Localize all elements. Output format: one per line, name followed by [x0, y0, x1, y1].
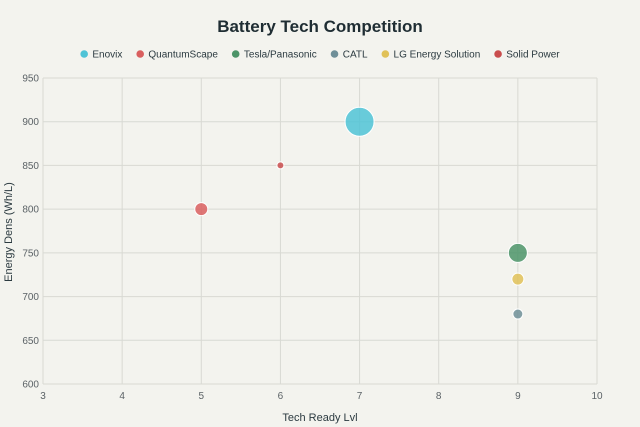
y-axis-label: Energy Dens (Wh/L) — [3, 182, 15, 282]
y-tick-label: 650 — [22, 336, 39, 347]
y-tick-label: 700 — [22, 292, 39, 303]
legend-item[interactable]: Tesla/Panasonic — [231, 50, 317, 61]
data-point[interactable] — [511, 272, 525, 286]
grid — [42, 77, 598, 385]
data-point[interactable] — [512, 308, 524, 320]
legend-label: LG Energy Solution — [394, 50, 481, 61]
legend-label: Solid Power — [506, 50, 560, 61]
data-point[interactable] — [344, 106, 375, 137]
y-tick-label: 600 — [22, 380, 39, 391]
y-tick-label: 950 — [22, 74, 39, 85]
x-tick-label: 9 — [515, 391, 521, 402]
legend-item[interactable]: Enovix — [80, 50, 122, 61]
legend-marker — [381, 50, 390, 58]
legend-item[interactable]: QuantumScape — [136, 50, 218, 61]
x-tick-label: 5 — [199, 391, 205, 402]
legend-label: CATL — [343, 50, 368, 61]
legend-marker — [231, 50, 240, 58]
legend-label: QuantumScape — [148, 50, 218, 61]
legend: Enovix QuantumScape Tesla/Panasonic CATL LG … — [80, 50, 560, 61]
legend-item[interactable]: Solid Power — [494, 50, 560, 61]
y-tick-label: 900 — [22, 117, 39, 128]
axis-ticks: 3 4 5 6 7 8 9 10 600 650 700 750 800 850 900 950 — [22, 74, 603, 403]
x-tick-label: 7 — [357, 391, 363, 402]
data-point[interactable] — [507, 242, 528, 263]
y-tick-label: 750 — [22, 248, 39, 259]
legend-label: Tesla/Panasonic — [244, 50, 317, 61]
y-tick-label: 850 — [22, 161, 39, 172]
legend-label: Enovix — [92, 50, 122, 61]
data-point[interactable] — [276, 161, 285, 170]
x-tick-label: 8 — [436, 391, 442, 402]
y-tick-label: 800 — [22, 205, 39, 216]
legend-marker — [330, 50, 339, 58]
legend-marker — [80, 50, 88, 58]
x-tick-label: 6 — [278, 391, 284, 402]
x-tick-label: 3 — [40, 391, 46, 402]
legend-item[interactable]: CATL — [330, 50, 368, 61]
x-tick-label: 4 — [119, 391, 125, 402]
data-point[interactable] — [194, 202, 209, 217]
legend-marker — [136, 50, 144, 58]
chart-title: Battery Tech Competition — [217, 17, 423, 36]
x-axis-label: Tech Ready Lvl — [282, 412, 357, 424]
x-tick-label: 10 — [591, 391, 603, 402]
legend-marker — [494, 50, 502, 58]
legend-item[interactable]: LG Energy Solution — [381, 50, 481, 61]
data-points — [194, 106, 528, 320]
